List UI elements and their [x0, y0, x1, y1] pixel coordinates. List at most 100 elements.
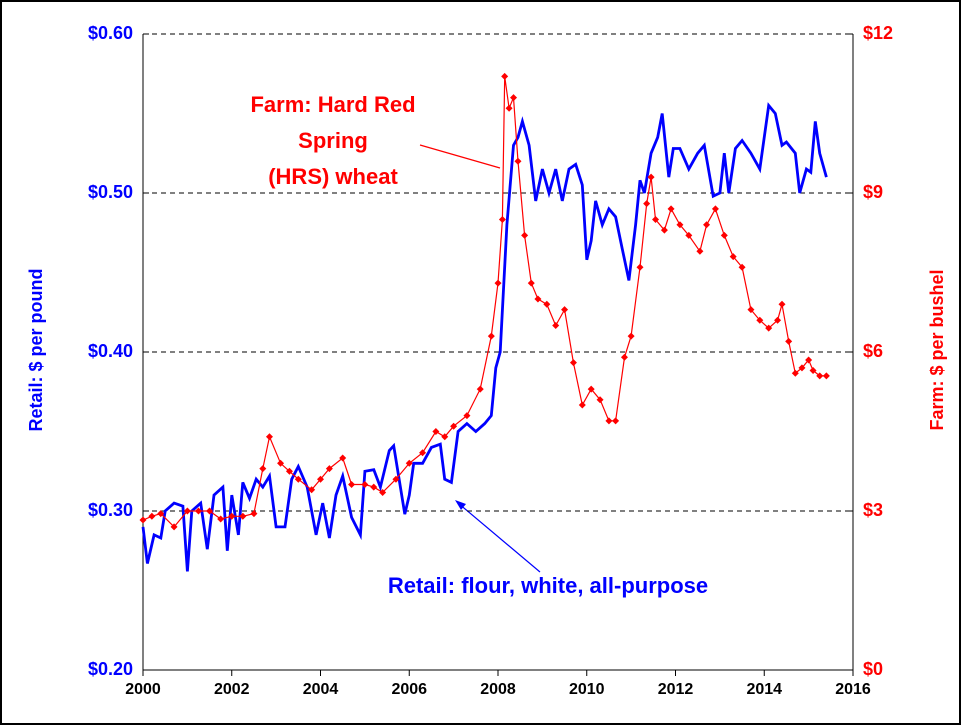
series-marker [676, 221, 684, 229]
series-marker [348, 481, 356, 488]
series-marker [170, 523, 178, 531]
series-marker [620, 353, 628, 361]
series-marker [711, 205, 719, 213]
series-marker [239, 512, 247, 520]
series-marker [778, 300, 786, 308]
series-marker [206, 507, 214, 515]
annotation: Spring [298, 128, 368, 153]
series-marker [596, 396, 604, 404]
series-marker [250, 510, 258, 518]
series-marker [643, 200, 651, 208]
series-marker [647, 173, 655, 181]
x-tick-label: 2016 [835, 681, 871, 698]
series-marker [791, 369, 799, 377]
x-tick-label: 2002 [214, 681, 250, 698]
series-marker [612, 417, 620, 425]
series-marker [259, 465, 267, 473]
series-marker [494, 279, 502, 287]
series-marker [514, 157, 522, 165]
series-marker [756, 316, 764, 324]
series-marker [379, 488, 387, 496]
y2-tick-label: $0 [863, 659, 883, 679]
series-marker [809, 367, 817, 375]
series-marker [578, 401, 586, 409]
series-marker [183, 507, 191, 515]
series-marker [738, 263, 746, 271]
y2-tick-label: $3 [863, 500, 883, 520]
y2-axis-label: Farm: $ per bushel [927, 269, 947, 430]
series-marker [157, 510, 165, 518]
series-marker [370, 483, 378, 491]
series-marker [339, 454, 347, 462]
series-marker [361, 481, 369, 488]
x-tick-label: 2014 [746, 681, 782, 698]
series-marker [487, 332, 495, 340]
series-marker [747, 306, 755, 314]
series-marker [667, 205, 675, 213]
annotation-arrow [457, 502, 541, 573]
series-marker [317, 475, 324, 483]
series-marker [285, 467, 293, 475]
series-marker [277, 459, 285, 467]
series-marker [636, 263, 644, 271]
y-tick-label: $0.60 [88, 23, 133, 43]
series-marker [194, 507, 202, 515]
y-tick-label: $0.50 [88, 182, 133, 202]
arrow-head [455, 500, 466, 510]
series-marker [325, 465, 333, 473]
y-tick-label: $0.30 [88, 500, 133, 520]
series-marker [765, 324, 773, 332]
series-marker [510, 94, 518, 102]
x-tick-label: 2000 [125, 681, 161, 698]
y-axis-label: Retail: $ per pound [26, 268, 46, 431]
annotation: (HRS) wheat [268, 164, 398, 189]
series-marker [441, 433, 449, 441]
x-tick-label: 2004 [303, 681, 339, 698]
series-marker [265, 433, 273, 441]
series-marker [685, 231, 693, 239]
series-marker [476, 385, 484, 393]
series-marker [463, 412, 471, 420]
y2-tick-label: $12 [863, 23, 893, 43]
series-marker [561, 306, 569, 314]
series-marker [774, 316, 782, 324]
series-marker [627, 332, 635, 340]
series-marker [450, 422, 458, 430]
series-marker [569, 359, 577, 367]
series-marker [308, 486, 316, 494]
series-marker [729, 253, 737, 261]
series-marker [527, 279, 535, 287]
x-tick-label: 2008 [480, 681, 516, 698]
series-marker [703, 221, 711, 229]
y2-tick-label: $9 [863, 182, 883, 202]
series-marker [605, 417, 613, 425]
series-marker [587, 385, 595, 393]
series-marker [498, 216, 506, 223]
y-tick-label: $0.40 [88, 341, 133, 361]
series-marker [294, 475, 302, 483]
series-marker [392, 475, 400, 483]
series-marker [798, 364, 806, 372]
series-marker [501, 72, 509, 80]
x-tick-label: 2010 [569, 681, 605, 698]
series-marker [432, 428, 440, 435]
series-marker [228, 512, 236, 520]
series-marker [652, 216, 660, 223]
series-marker [139, 516, 147, 524]
series-marker [419, 449, 427, 457]
annotation-arrow [419, 144, 501, 169]
series-line [141, 102, 828, 572]
series-marker [822, 372, 830, 380]
series-marker [696, 247, 704, 255]
series-marker [816, 372, 824, 380]
y2-tick-label: $6 [863, 341, 883, 361]
series-marker [217, 515, 225, 523]
series-marker [534, 295, 542, 303]
annotation: Retail: flour, white, all-purpose [388, 573, 708, 598]
y-tick-label: $0.20 [88, 659, 133, 679]
series-marker [521, 231, 529, 239]
series-marker [405, 459, 413, 467]
series-marker [660, 226, 668, 234]
